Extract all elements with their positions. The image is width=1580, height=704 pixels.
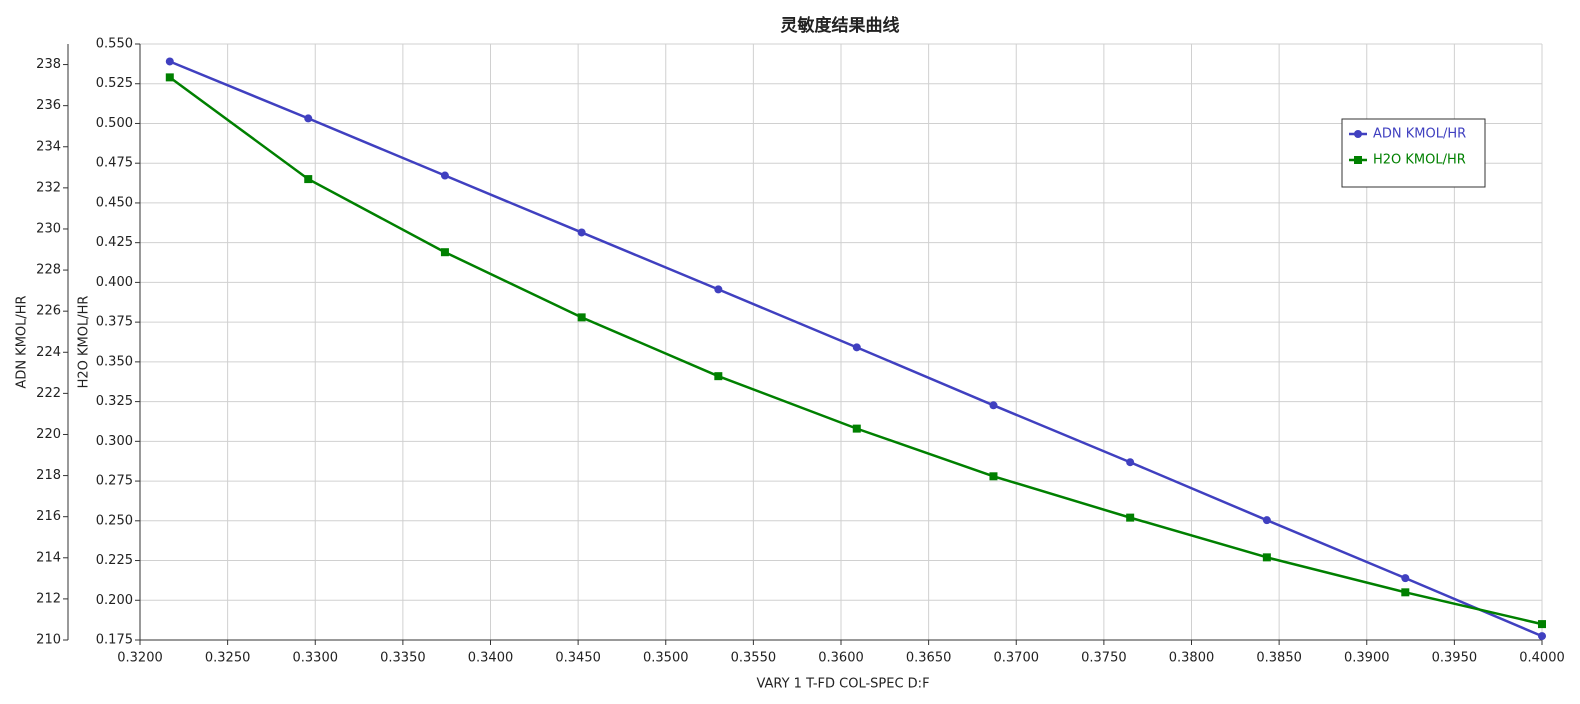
- marker: [1126, 513, 1135, 522]
- legend-box: [1341, 118, 1486, 188]
- y-tick-label: 224: [36, 345, 61, 360]
- legend: ADN KMOL/HR H2O KMOL/HR: [1341, 118, 1486, 188]
- y2-axis-label: H2O KMOL/HR: [77, 296, 92, 389]
- x-tick-label: 0.3550: [731, 651, 777, 666]
- marker: [304, 114, 313, 123]
- marker: [1262, 516, 1271, 525]
- marker: [1538, 620, 1546, 629]
- y2-tick-label: 0.375: [96, 315, 133, 330]
- y-tick-label: 234: [36, 139, 61, 154]
- y-tick-label: 214: [36, 550, 61, 565]
- marker: [165, 73, 174, 82]
- y2-tick-label: 0.450: [96, 195, 133, 210]
- x-tick-label: 0.3850: [1256, 651, 1302, 666]
- y2-tick-label: 0.175: [96, 633, 133, 648]
- x-tick-label: 0.3300: [293, 651, 339, 666]
- x-tick-label: 0.3700: [994, 651, 1040, 666]
- y2-tick-label: 0.250: [96, 513, 133, 528]
- chart-title: 灵敏度结果曲线: [781, 15, 900, 36]
- y2-tick-label: 0.400: [96, 275, 133, 290]
- x-tick-label: 0.3200: [117, 651, 163, 666]
- y2-tick-label: 0.350: [96, 354, 133, 369]
- x-tick-label: 0.3350: [380, 651, 426, 666]
- y-tick-label: 238: [36, 57, 61, 72]
- marker: [1538, 632, 1546, 641]
- marker: [165, 57, 174, 66]
- marker: [714, 285, 723, 294]
- y-tick-label: 222: [36, 386, 61, 401]
- y-tick-label: 220: [36, 427, 61, 442]
- marker: [440, 171, 449, 180]
- x-tick-label: 0.3650: [906, 651, 952, 666]
- y2-tick-label: 0.500: [96, 116, 133, 131]
- y-axis-label: ADN KMOL/HR: [15, 295, 30, 388]
- marker: [1401, 574, 1410, 583]
- x-tick-label: 0.3250: [205, 651, 251, 666]
- y2-tick-label: 0.300: [96, 434, 133, 449]
- y2-tick-label: 0.200: [96, 593, 133, 608]
- x-tick-label: 0.3600: [818, 651, 864, 666]
- legend-label: ADN KMOL/HR: [1373, 127, 1466, 142]
- x-tick-label: 0.3400: [468, 651, 514, 666]
- x-tick-label: 0.4000: [1519, 651, 1565, 666]
- x-tick-label: 0.3900: [1344, 651, 1390, 666]
- marker: [304, 175, 313, 184]
- marker: [714, 372, 723, 381]
- legend-label: H2O KMOL/HR: [1373, 153, 1466, 168]
- y2-tick-label: 0.425: [96, 235, 133, 250]
- marker: [440, 248, 449, 257]
- y-tick-label: 216: [36, 509, 61, 524]
- y-tick-label: 230: [36, 221, 61, 236]
- marker: [577, 313, 586, 322]
- marker: [1262, 553, 1271, 562]
- y2-tick-label: 0.550: [96, 37, 133, 52]
- y-tick-label: 228: [36, 263, 61, 278]
- y2-tick-label: 0.325: [96, 394, 133, 409]
- y-tick-label: 226: [36, 304, 61, 319]
- y2-tick-label: 0.525: [96, 76, 133, 91]
- y-tick-label: 218: [36, 468, 61, 483]
- y-tick-label: 212: [36, 591, 61, 606]
- y2-tick-label: 0.475: [96, 156, 133, 171]
- marker: [852, 343, 861, 352]
- y-tick-label: 232: [36, 180, 61, 195]
- y2-tick-label: 0.275: [96, 474, 133, 489]
- x-axis-label: VARY 1 T-FD COL-SPEC D:F: [756, 677, 929, 692]
- x-tick-label: 0.3750: [1081, 651, 1127, 666]
- x-tick-label: 0.3500: [643, 651, 689, 666]
- x-tick-label: 0.3950: [1432, 651, 1478, 666]
- x-tick-label: 0.3450: [555, 651, 601, 666]
- marker: [1126, 458, 1135, 467]
- marker: [989, 472, 998, 481]
- marker: [852, 424, 861, 433]
- x-tick-label: 0.3800: [1169, 651, 1215, 666]
- marker: [577, 228, 586, 237]
- marker: [1401, 588, 1410, 597]
- y-tick-label: 210: [36, 633, 61, 648]
- marker: [989, 401, 998, 410]
- marker: [1354, 156, 1362, 164]
- y-tick-label: 236: [36, 98, 61, 113]
- marker: [1354, 130, 1362, 138]
- y2-tick-label: 0.225: [96, 553, 133, 568]
